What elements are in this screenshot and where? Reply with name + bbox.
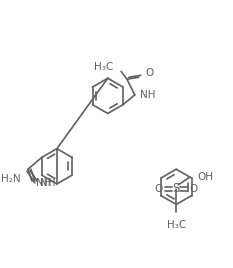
Text: H₂N: H₂N: [0, 174, 20, 184]
Text: H₃C: H₃C: [167, 220, 186, 230]
Text: S: S: [173, 182, 180, 195]
Text: O: O: [190, 184, 198, 194]
Text: NH: NH: [36, 178, 51, 188]
Text: O: O: [154, 184, 163, 194]
Text: OH: OH: [198, 172, 214, 182]
Text: NH: NH: [140, 90, 155, 100]
Text: NH: NH: [40, 178, 55, 188]
Text: H₃C: H₃C: [94, 62, 113, 72]
Text: O: O: [146, 68, 154, 78]
